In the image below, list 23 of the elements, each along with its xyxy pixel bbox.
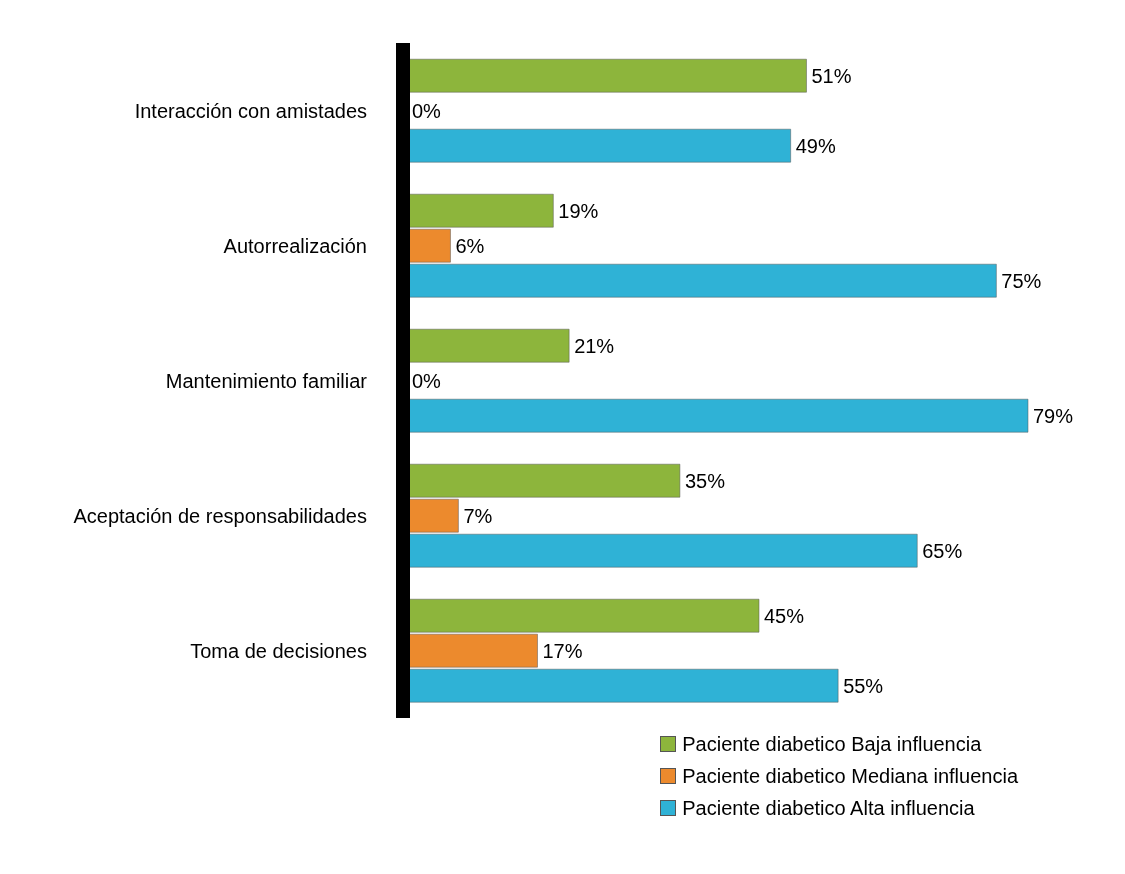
data-label: 45% <box>764 604 805 627</box>
data-label: 0% <box>412 99 442 122</box>
y-tick-label: Mantenimiento familiar <box>165 369 368 392</box>
y-tick-label: Aceptación de responsabilidades <box>73 504 367 527</box>
data-label: 19% <box>558 199 599 222</box>
data-label: 75% <box>1001 269 1042 292</box>
data-label: 49% <box>795 134 836 157</box>
data-label: 65% <box>922 539 963 562</box>
data-label: 51% <box>811 64 852 87</box>
data-label: 0% <box>412 369 442 392</box>
legend-label: Paciente diabetico Alta influencia <box>682 796 975 821</box>
legend-label: Paciente diabetico Mediana influencia <box>682 764 1018 789</box>
data-label: 17% <box>542 639 583 662</box>
y-tick-label: Interacción con amistades <box>134 99 367 122</box>
data-label: 79% <box>1033 404 1074 427</box>
y-tick-label: Toma de decisiones <box>190 639 367 662</box>
legend-label: Paciente diabetico Baja influencia <box>682 732 982 757</box>
data-label: 35% <box>684 469 726 492</box>
data-label: 55% <box>843 674 884 697</box>
y-tick-label: Autorrealización <box>223 234 367 257</box>
data-label: 21% <box>574 334 615 357</box>
data-label: 6% <box>455 234 485 257</box>
data-label: 7% <box>463 504 493 527</box>
